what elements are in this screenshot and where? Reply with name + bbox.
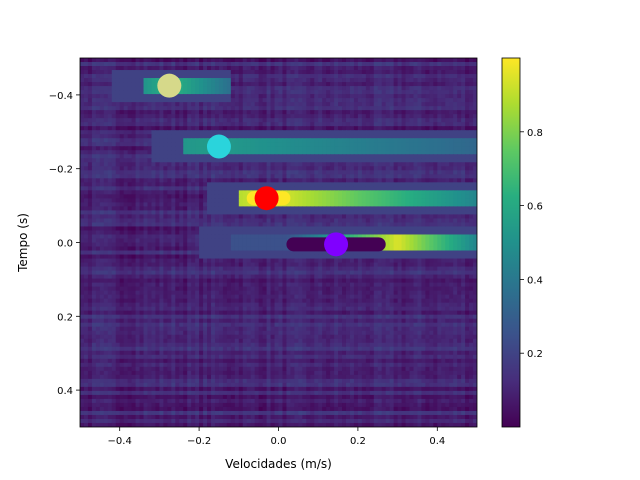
y-tick-label: 0.4 [57,386,73,397]
y-tick-label: 0.0 [57,239,73,250]
x-axis: −0.4 −0.2 0.0 0.2 0.4 [108,427,445,447]
x-tick-label: −0.2 [187,436,211,447]
marker-1 [157,73,182,98]
marker-3 [254,186,279,211]
colorbar [501,57,521,428]
heatmap [80,58,477,427]
colorbar-ticks: 0.2 0.4 0.6 0.8 [520,128,543,360]
x-axis-label: Velocidades (m/s) [225,457,332,471]
markers [157,73,349,257]
colorbar-tick-label: 0.6 [527,202,543,213]
y-axis: −0.4 −0.2 0.0 0.2 0.4 [49,91,80,397]
colorbar-tick-label: 0.8 [527,128,543,139]
marker-2 [206,134,231,159]
x-tick-label: −0.4 [108,436,132,447]
marker-4 [324,232,349,257]
y-tick-label: −0.4 [49,91,73,102]
colorbar-tick-label: 0.4 [527,275,543,286]
y-tick-label: −0.2 [49,165,73,176]
y-axis-label: Tempo (s) [16,213,30,273]
x-tick-label: 0.2 [350,436,366,447]
colorbar-tick-label: 0.2 [527,349,543,360]
x-tick-label: 0.0 [271,436,287,447]
y-tick-label: 0.2 [57,312,73,323]
x-tick-label: 0.4 [429,436,445,447]
